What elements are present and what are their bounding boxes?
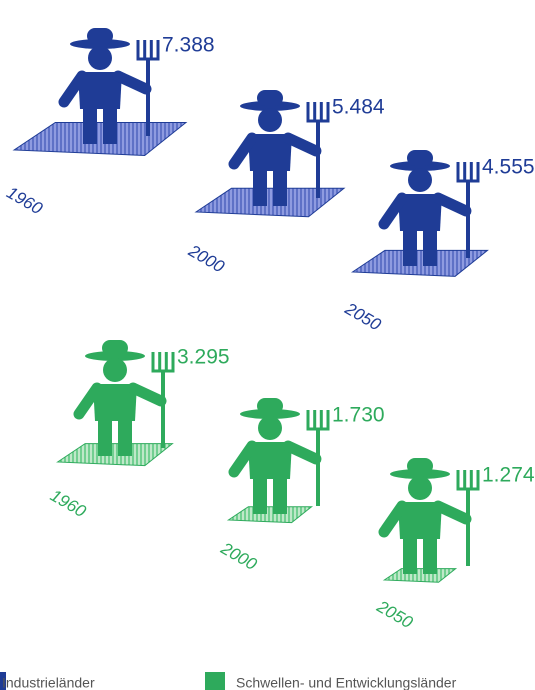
farmer-hat: [87, 28, 113, 44]
year-label: 1960: [47, 486, 90, 522]
value-label: 1.730: [332, 404, 385, 427]
pitchfork-tines: [151, 352, 175, 373]
field: [56, 443, 174, 467]
farmer: [58, 28, 160, 144]
farmer-arm: [127, 382, 167, 407]
pitchfork-tines: [136, 40, 160, 61]
farmer-head: [408, 476, 432, 500]
farmer-leg: [98, 419, 112, 456]
pitchfork-tines: [456, 162, 480, 183]
farmer-leg: [423, 229, 437, 266]
farmer-arm: [282, 132, 322, 157]
farmer-head: [88, 46, 112, 70]
farmer-leg: [253, 477, 267, 514]
pitchfork-tines: [306, 410, 330, 431]
value-label: 3.295: [177, 346, 230, 369]
farmer-leg: [253, 169, 267, 206]
farmer-hat: [407, 150, 433, 166]
farmer-body: [398, 502, 442, 539]
farmer-head: [258, 416, 282, 440]
farmer-arm: [432, 192, 472, 217]
value-label: 1.274: [482, 464, 535, 487]
farmer: [228, 398, 330, 514]
farmer-hat: [102, 340, 128, 356]
farmer-arm: [73, 382, 103, 420]
farmer-hat: [407, 458, 433, 474]
farmer-leg: [83, 107, 97, 144]
farmer-body: [78, 72, 122, 109]
farmer-leg: [403, 537, 417, 574]
legend-label: Industrieländer: [2, 675, 95, 690]
farmer-arm: [432, 500, 472, 525]
pitchfork-tines: [306, 102, 330, 123]
value-label: 5.484: [332, 96, 385, 119]
farmer: [378, 458, 480, 574]
farmer-hat: [257, 398, 283, 414]
farmer-head: [408, 168, 432, 192]
legend-swatch: [0, 672, 6, 690]
farmer: [378, 150, 480, 266]
farmer-arm: [58, 70, 88, 108]
farmer-arm: [228, 440, 258, 478]
farmer-body: [248, 442, 292, 479]
field: [350, 249, 489, 277]
year-label: 2050: [341, 299, 385, 335]
value-label: 7.388: [162, 34, 215, 57]
year-label: 1960: [3, 183, 46, 219]
farmer-head: [103, 358, 127, 382]
farmer-arm: [112, 70, 152, 95]
legend-label: Schwellen- und Entwicklungsländer: [236, 675, 457, 690]
farmer-arm: [228, 132, 258, 170]
farmer-head: [258, 108, 282, 132]
farmer-leg: [403, 229, 417, 266]
field: [194, 187, 346, 218]
field: [382, 568, 458, 583]
farmer-leg: [423, 537, 437, 574]
pitchfork-tines: [456, 470, 480, 491]
farmer-leg: [273, 477, 287, 514]
farmer-body: [93, 384, 137, 421]
year-label: 2000: [217, 538, 261, 574]
field: [226, 506, 314, 524]
year-label: 2050: [373, 596, 417, 632]
farmer-body: [248, 134, 292, 171]
farmer-leg: [103, 107, 117, 144]
farmer-arm: [378, 500, 408, 538]
legend-swatch: [205, 672, 225, 690]
farmer-leg: [273, 169, 287, 206]
farmer: [73, 340, 175, 456]
value-label: 4.555: [482, 156, 535, 179]
farmer-arm: [282, 440, 322, 465]
farmer-hat: [257, 90, 283, 106]
farmer-arm: [378, 192, 408, 230]
year-label: 2000: [184, 241, 228, 277]
farmer-leg: [118, 419, 132, 456]
farmer-body: [398, 194, 442, 231]
farmer: [228, 90, 330, 206]
field: [12, 121, 188, 157]
